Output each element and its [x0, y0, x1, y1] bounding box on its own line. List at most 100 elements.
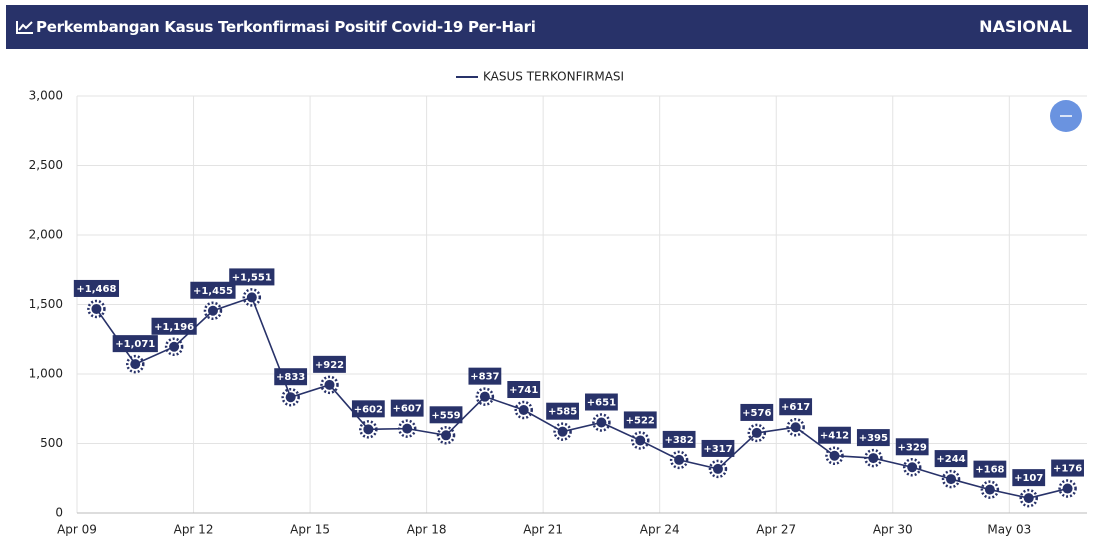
region: NASIONAL [979, 17, 1072, 36]
data-label-box [351, 400, 385, 418]
x-tick-label: Apr 15 [290, 523, 330, 537]
virus-core [907, 462, 918, 473]
virus-marker [475, 387, 495, 406]
data-label-box [740, 403, 774, 421]
data-label: +317 [703, 444, 732, 455]
virus-marker [514, 400, 533, 420]
y-tick-label: 1,000 [29, 367, 63, 381]
data-label: +559 [431, 410, 460, 421]
data-label-box [507, 381, 541, 399]
virus-marker [747, 423, 767, 443]
data-label: +412 [820, 431, 849, 442]
data-label: +1,071 [115, 339, 155, 350]
data-label: +1,455 [193, 286, 233, 297]
line [95, 296, 1068, 499]
title: Perkembangan Kasus Terkonfirmasi Positif… [36, 18, 536, 36]
virus-marker [708, 459, 728, 479]
data-label: +602 [354, 404, 383, 415]
virus-core [635, 435, 646, 446]
data-label: +576 [742, 408, 771, 419]
data-label-box [701, 439, 735, 457]
virus-marker [980, 480, 1000, 499]
data-label: +922 [315, 360, 344, 371]
data-label: +382 [664, 435, 693, 446]
data-label-box [934, 450, 968, 468]
virus-marker [126, 354, 145, 374]
virus-core [674, 454, 685, 465]
y-tick-label: 2,500 [29, 158, 63, 172]
virus-core [479, 391, 490, 402]
data-label: +522 [626, 415, 655, 426]
x-tick-label: Apr 12 [174, 523, 214, 537]
virus-marker [203, 301, 223, 321]
data-label: +837 [470, 372, 499, 383]
virus-marker [281, 387, 300, 407]
data-label: +741 [509, 385, 538, 396]
data-label: +617 [781, 402, 810, 413]
data-label-box [623, 411, 657, 429]
data-label-box [779, 398, 813, 416]
chart: 0 500 1,000 1,500 2,000 2,500 3,000 Apr 09 Apr 1… [29, 70, 1087, 537]
virus-marker [397, 419, 417, 438]
data-label: +651 [587, 398, 616, 409]
data-label-box [73, 279, 120, 297]
virus-marker [1019, 488, 1038, 508]
virus-marker [592, 413, 611, 432]
virus-core [402, 423, 413, 434]
virus-core [712, 463, 723, 474]
data-label-box [151, 317, 197, 335]
data-label: +1,551 [232, 272, 272, 283]
virus-core [518, 405, 529, 416]
virus-core [751, 427, 762, 438]
data-label: +244 [936, 454, 965, 465]
virus-marker [941, 469, 961, 489]
virus-core [596, 417, 607, 428]
x-tick-label: Apr 30 [873, 523, 913, 537]
data-label: +1,196 [154, 322, 194, 333]
data-label-box [190, 281, 236, 299]
virus-marker [786, 417, 805, 437]
x-tick-label: Apr 27 [756, 523, 796, 537]
x-tick-label: Apr 18 [407, 523, 447, 537]
virus-marker [359, 420, 378, 439]
y-tick-label: 2,000 [29, 228, 63, 242]
virus-core [1023, 493, 1034, 504]
virus-marker [1058, 479, 1077, 498]
virus-core [790, 422, 801, 433]
data-label: +329 [898, 442, 927, 453]
data-label: +607 [393, 404, 422, 415]
virus-core [91, 303, 102, 314]
virus-core [441, 430, 452, 441]
virus-marker [164, 337, 184, 357]
legend-label: KASUS TERKONFIRMASI [483, 70, 624, 84]
x-tick-label: May 03 [987, 523, 1031, 537]
virus-marker [242, 288, 262, 307]
virus-core [1062, 483, 1073, 494]
virus-core [868, 453, 879, 464]
data-label: +176 [1053, 464, 1082, 475]
y-tick-label: 1,500 [29, 297, 63, 311]
data-label-box [662, 430, 696, 448]
y-tick-label: 3,000 [29, 89, 63, 103]
virus-marker [553, 422, 572, 441]
virus-core [324, 379, 335, 390]
virus-core [363, 424, 374, 435]
x-tick-label: Apr 21 [523, 523, 563, 537]
data-label: +585 [548, 407, 577, 418]
virus-marker [320, 375, 339, 395]
data-label-box [973, 460, 1007, 478]
header: Perkembangan Kasus Terkonfirmasi Positif… [6, 5, 1088, 49]
virus-core [169, 341, 180, 352]
y-tick-label: 500 [40, 436, 63, 450]
data-label-box [1051, 459, 1084, 477]
data-label: +168 [975, 465, 1004, 476]
data-label-box [390, 399, 424, 417]
data-label-box [112, 335, 158, 353]
data-label-box [585, 393, 618, 411]
virus-core [557, 426, 568, 437]
virus-marker [669, 450, 689, 470]
data-label-box [468, 367, 502, 385]
virus-marker [87, 299, 106, 319]
virus-core [246, 292, 257, 303]
